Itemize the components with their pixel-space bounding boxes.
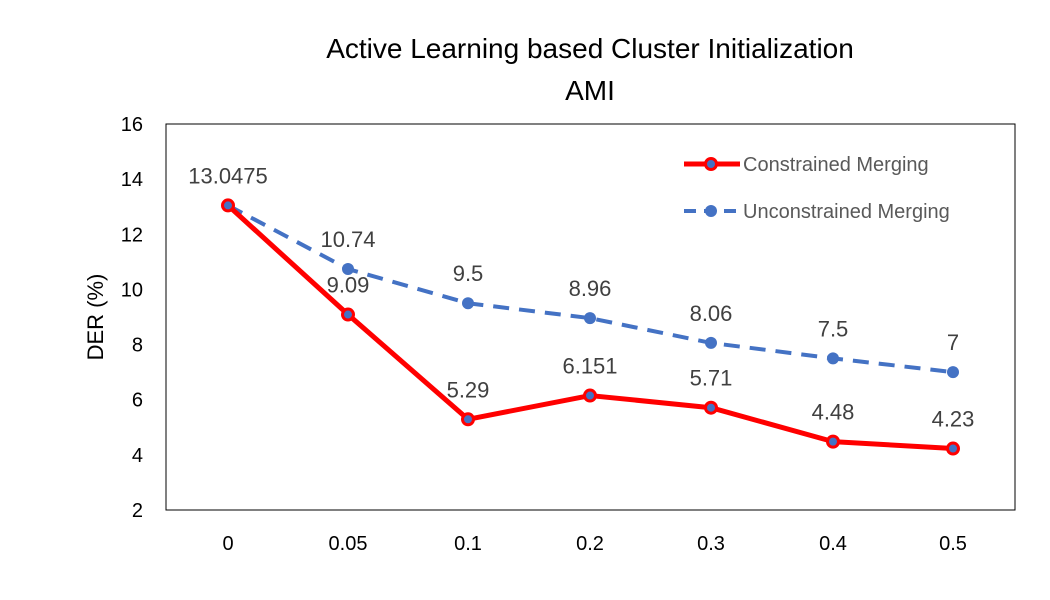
data-point-constrained [704,400,718,415]
y-tick-label: 12 [121,224,143,246]
legend-marker-constrained [704,157,718,171]
data-label-constrained: 4.23 [932,407,975,432]
y-tick-label: 8 [132,335,143,357]
data-point-constrained [221,198,235,213]
data-point-constrained [826,434,840,449]
data-label-constrained: 6.151 [562,354,617,379]
data-label-unconstrained: 10.74 [320,227,375,252]
data-label-unconstrained: 7 [947,330,959,355]
data-label-constrained: 5.71 [690,366,733,391]
legend-label-constrained: Constrained Merging [743,154,929,176]
chart-subtitle: AMI [565,75,615,106]
data-labels: 13.0475 9.09 5.29 6.151 5.71 4.48 4.23 10.74 9.5… [188,163,974,431]
data-point-unconstrained [827,352,839,365]
y-axis-ticks: 2 4 6 8 10 12 14 16 [121,114,143,522]
x-tick-label: 0.4 [819,533,847,555]
data-label-constrained: 4.48 [812,400,855,425]
data-label-constrained: 9.09 [327,273,370,298]
y-tick-label: 16 [121,114,143,136]
data-label-constrained: 5.29 [447,377,490,402]
data-point-constrained [946,441,960,456]
y-tick-label: 4 [132,445,143,467]
y-tick-label: 14 [121,169,143,191]
data-point-unconstrained [342,263,354,276]
y-tick-label: 10 [121,279,143,301]
data-point-constrained [583,388,597,403]
data-label-unconstrained: 9.5 [453,261,484,286]
y-tick-label: 2 [132,500,143,522]
data-label-constrained: 13.0475 [188,163,268,188]
data-label-unconstrained: 8.96 [569,276,612,301]
x-axis-ticks: 0 0.05 0.1 0.2 0.3 0.4 0.5 [222,533,966,555]
data-point-constrained [341,307,355,322]
plot-area-frame [165,123,1016,511]
legend-label-unconstrained: Unconstrained Merging [743,201,950,223]
series-layer [221,198,960,456]
x-tick-label: 0.5 [939,533,967,555]
data-label-unconstrained: 8.06 [690,301,733,326]
data-label-unconstrained: 7.5 [818,316,849,341]
x-tick-label: 0.1 [454,533,482,555]
y-tick-label: 6 [132,390,143,412]
data-point-unconstrained [584,312,596,325]
y-axis-label: DER (%) [83,274,108,361]
data-point-unconstrained [462,297,474,310]
data-point-constrained [461,412,475,427]
x-tick-label: 0.05 [329,533,368,555]
legend-marker-unconstrained [705,205,717,217]
x-tick-label: 0 [222,533,233,555]
x-tick-label: 0.3 [697,533,725,555]
chart-title: Active Learning based Cluster Initializa… [326,33,854,64]
data-point-unconstrained [705,336,717,349]
x-tick-label: 0.2 [576,533,604,555]
data-point-unconstrained [947,366,959,379]
legend: Constrained Merging Unconstrained Merging [684,154,950,223]
